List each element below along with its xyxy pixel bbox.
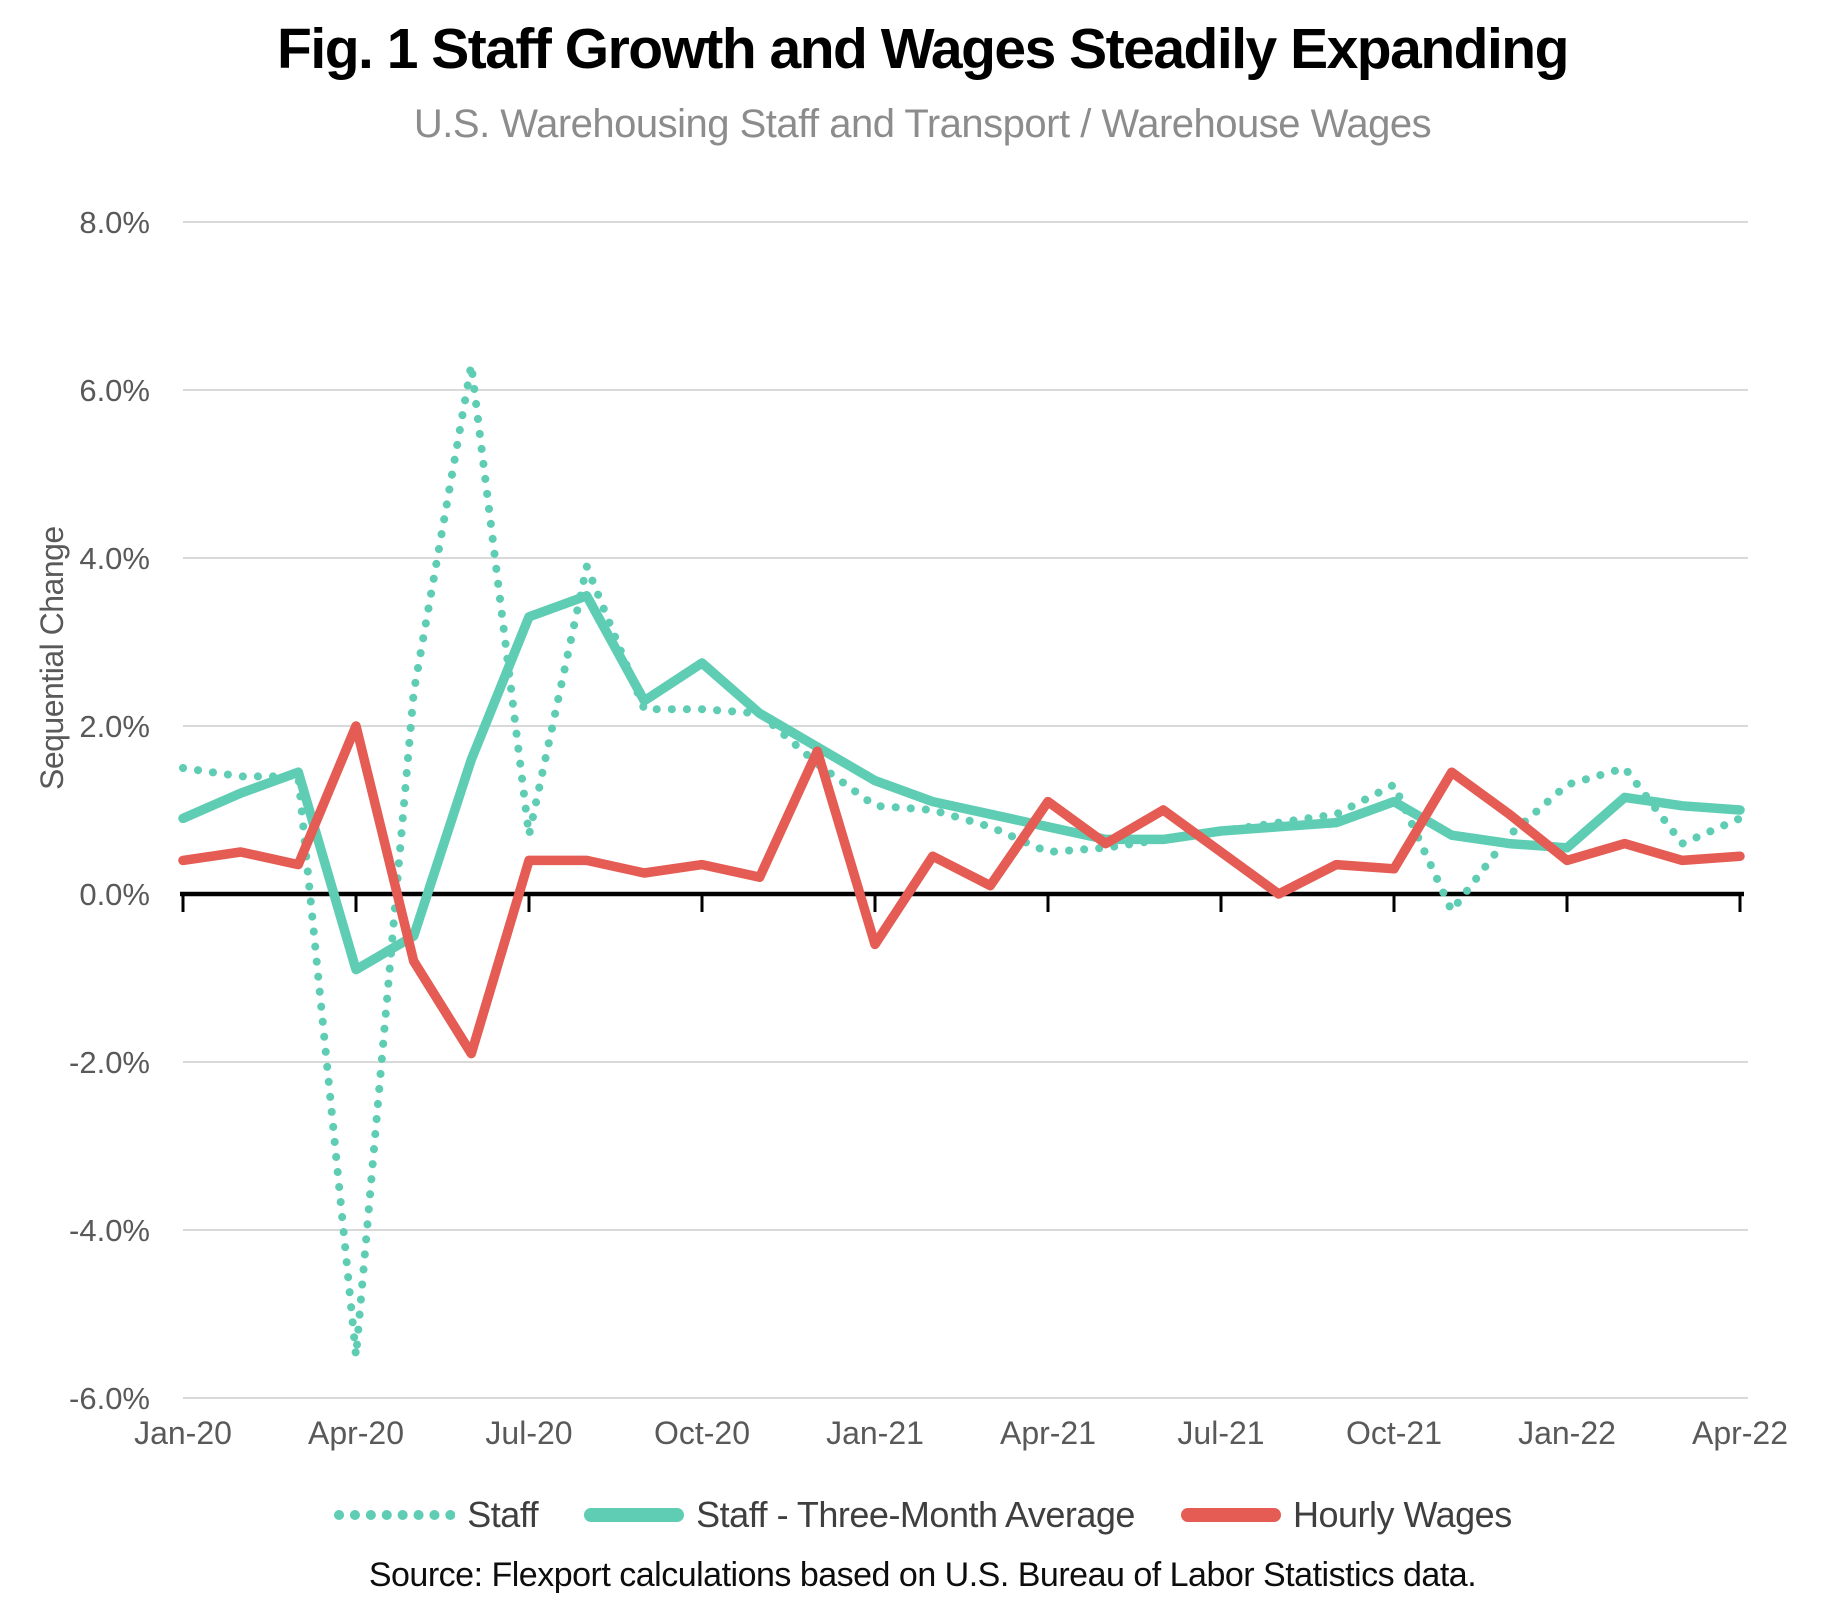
x-tick-label: Jan-21: [826, 1415, 924, 1451]
x-tick-label: Jan-20: [134, 1415, 232, 1451]
x-tick-label: Oct-21: [1346, 1415, 1442, 1451]
chart-legend: Staff Staff - Three-Month Average Hourly…: [0, 1494, 1845, 1536]
y-tick-label: -6.0%: [69, 1381, 150, 1416]
wages-line-icon: [1180, 1508, 1281, 1522]
x-tick-label: Jan-22: [1518, 1415, 1616, 1451]
series-line-hourly-wages: [178, 721, 1745, 1059]
y-tick-label: 8.0%: [79, 205, 150, 240]
staff-dotted-line-icon: [334, 1510, 456, 1520]
source-note: Source: Flexport calculations based on U…: [368, 1556, 1477, 1594]
chart-subtitle: U.S. Warehousing Staff and Transport / W…: [413, 102, 1432, 146]
y-tick-label: 2.0%: [79, 709, 150, 744]
x-tick-label: Apr-22: [1692, 1415, 1788, 1451]
staff-3ma-line-icon: [584, 1508, 685, 1522]
legend-item-staff: Staff: [333, 1494, 539, 1536]
legend-item-wages: Hourly Wages: [1180, 1494, 1512, 1536]
y-tick-label: -2.0%: [69, 1045, 150, 1080]
y-tick-label: 0.0%: [79, 877, 150, 912]
y-tick-label: -4.0%: [69, 1213, 150, 1248]
y-tick-label: 6.0%: [79, 373, 150, 408]
x-tick-label: Jul-20: [485, 1415, 572, 1451]
legend-label-staff: Staff: [467, 1494, 539, 1535]
x-tick-label: Apr-21: [1000, 1415, 1096, 1451]
x-tick-label: Oct-20: [654, 1415, 750, 1451]
series-line-staff-three-month-average: [178, 591, 1745, 975]
x-tick-label: Jul-21: [1177, 1415, 1264, 1451]
legend-label-wages: Hourly Wages: [1292, 1494, 1512, 1535]
legend-item-staff-3ma: Staff - Three-Month Average: [584, 1494, 1135, 1536]
chart-title: Fig. 1 Staff Growth and Wages Steadily E…: [277, 17, 1569, 81]
legend-label-staff-3ma: Staff - Three-Month Average: [696, 1494, 1135, 1535]
x-tick-label: Apr-20: [308, 1415, 404, 1451]
y-tick-label: 4.0%: [79, 541, 150, 576]
series-line-staff: [179, 360, 1744, 1360]
